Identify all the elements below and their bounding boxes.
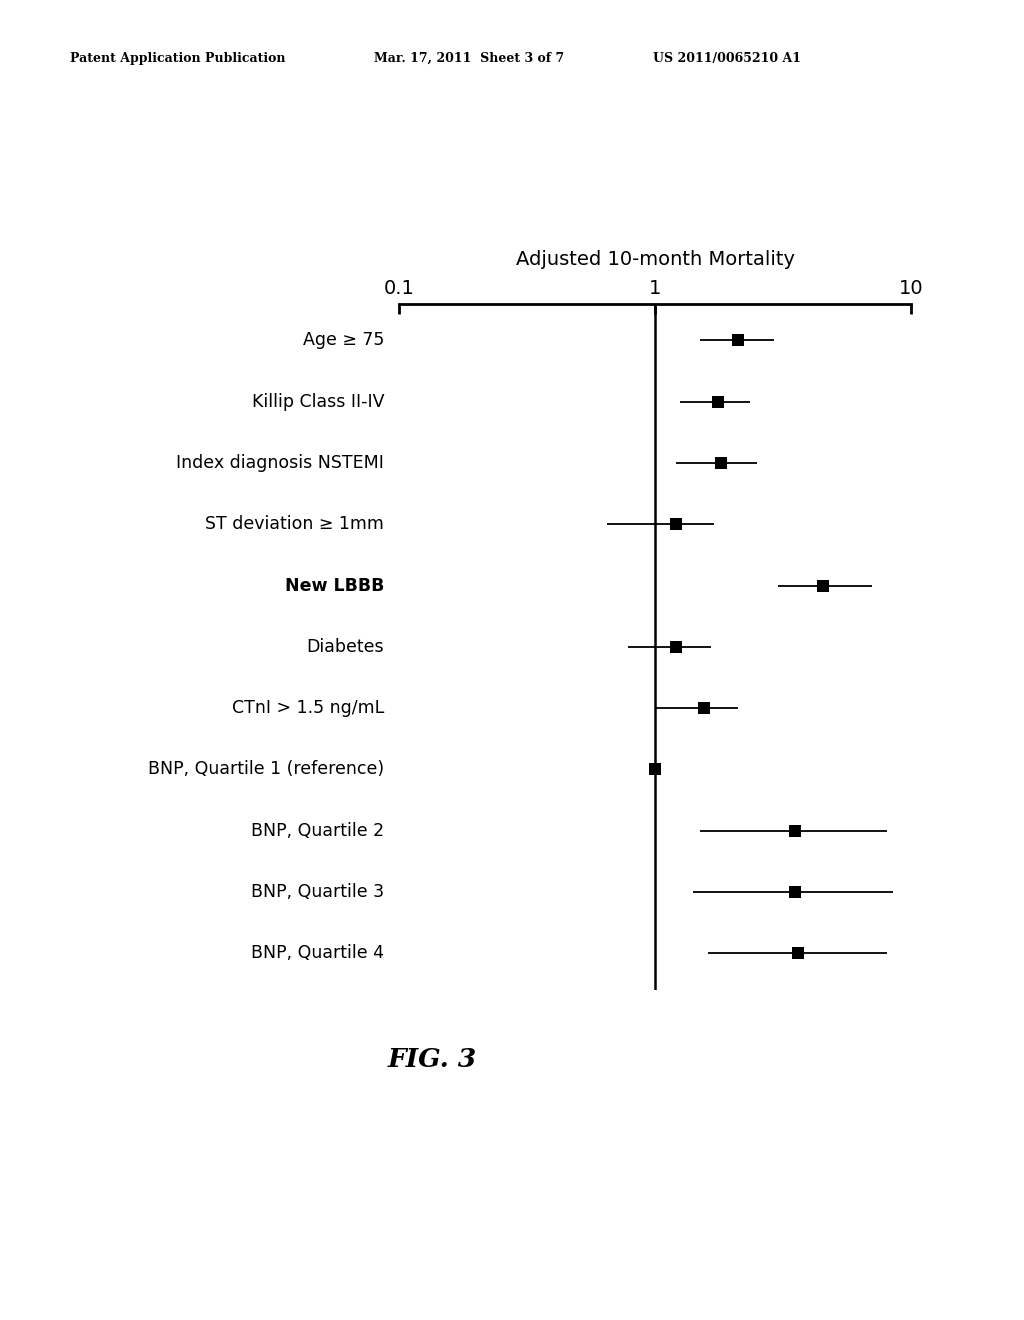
Text: Diabetes: Diabetes: [306, 638, 384, 656]
Text: Mar. 17, 2011  Sheet 3 of 7: Mar. 17, 2011 Sheet 3 of 7: [374, 51, 564, 65]
Text: Killip Class II-IV: Killip Class II-IV: [252, 392, 384, 411]
Text: CTnI > 1.5 ng/mL: CTnI > 1.5 ng/mL: [231, 700, 384, 717]
Text: BNP, Quartile 2: BNP, Quartile 2: [251, 821, 384, 840]
Text: US 2011/0065210 A1: US 2011/0065210 A1: [653, 51, 802, 65]
Text: Index diagnosis NSTEMI: Index diagnosis NSTEMI: [176, 454, 384, 473]
Text: FIG. 3: FIG. 3: [387, 1048, 477, 1072]
Text: BNP, Quartile 1 (reference): BNP, Quartile 1 (reference): [147, 760, 384, 779]
Text: BNP, Quartile 4: BNP, Quartile 4: [251, 944, 384, 962]
Text: ST deviation ≥ 1mm: ST deviation ≥ 1mm: [205, 515, 384, 533]
Text: New LBBB: New LBBB: [285, 577, 384, 594]
Text: BNP, Quartile 3: BNP, Quartile 3: [251, 883, 384, 902]
Text: Age ≥ 75: Age ≥ 75: [303, 331, 384, 350]
Text: Patent Application Publication: Patent Application Publication: [70, 51, 285, 65]
Title: Adjusted 10-month Mortality: Adjusted 10-month Mortality: [516, 249, 795, 269]
